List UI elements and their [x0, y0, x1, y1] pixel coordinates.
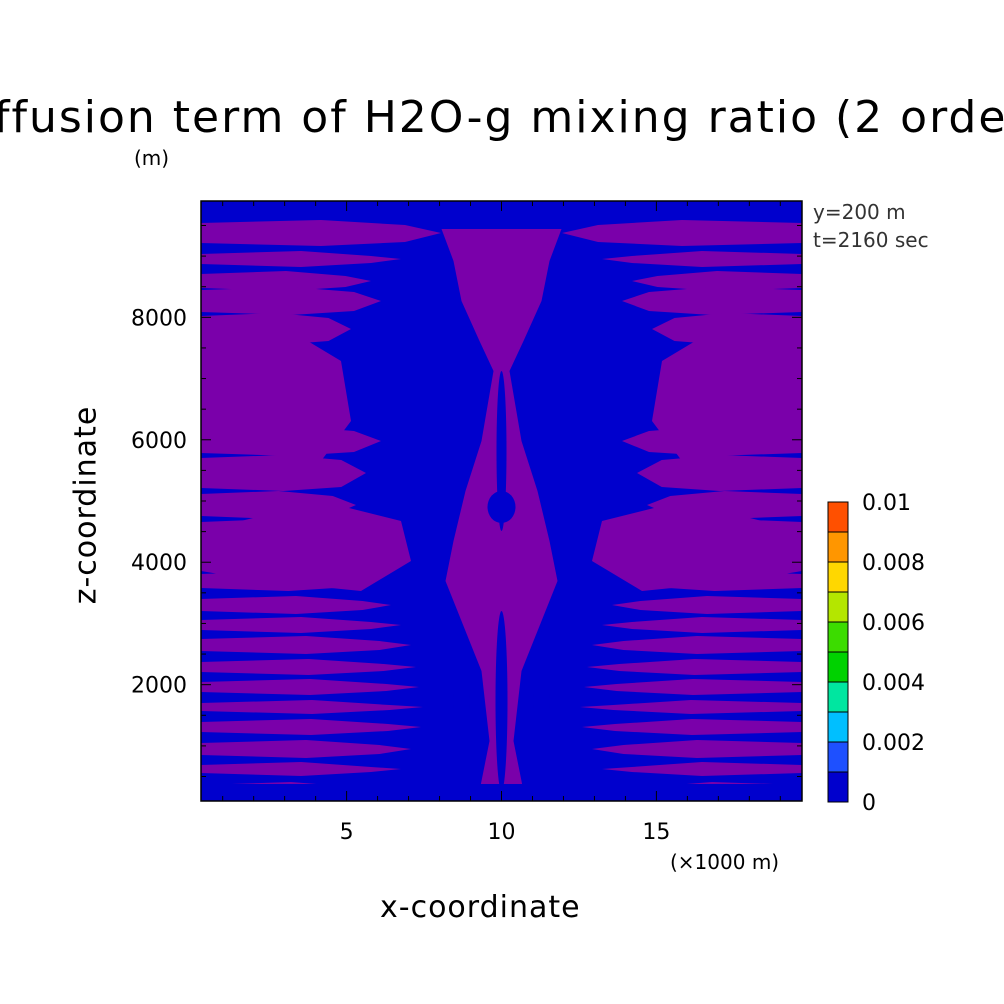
colorbar-segment	[827, 621, 849, 653]
contour-band	[562, 220, 802, 246]
x-axis-label: x-coordinate	[380, 890, 581, 925]
x-tick-label: 10	[488, 820, 516, 845]
annotation-y: y=200 m	[813, 200, 906, 224]
contour-band	[201, 740, 411, 758]
contour-band	[201, 271, 371, 291]
x-tick-label: 15	[642, 820, 670, 845]
contour-core	[495, 611, 508, 791]
contour-band	[632, 271, 802, 291]
contour-band	[201, 636, 411, 654]
contour-band	[201, 220, 441, 246]
x-tick-label: 5	[340, 820, 354, 845]
y-tick-label: 4000	[131, 551, 187, 576]
colorbar-label: 0	[862, 791, 876, 816]
colorbar-label: 0.008	[862, 551, 925, 576]
contour-band	[580, 700, 802, 714]
contour-lobe	[592, 501, 802, 591]
contour-band	[592, 740, 802, 758]
contour-band	[201, 596, 391, 614]
contour-band	[587, 659, 802, 675]
contour-band	[201, 287, 381, 315]
contour-band	[201, 455, 366, 491]
contour-core	[533, 631, 550, 771]
contour-band	[201, 659, 416, 675]
x-unit-label: (×1000 m)	[670, 850, 780, 874]
colorbar-segment	[827, 711, 849, 743]
colorbar-label: 0.004	[862, 671, 925, 696]
contour-lobe	[652, 331, 802, 461]
contour-band	[592, 636, 802, 654]
colorbar-segment	[827, 681, 849, 713]
annotation-t: t=2160 sec	[813, 228, 929, 252]
colorbar-label: 0.002	[862, 731, 925, 756]
colorbar-segment	[827, 561, 849, 593]
contour-lobe	[201, 331, 351, 461]
contour-band	[201, 251, 401, 267]
colorbar-segment	[827, 501, 849, 533]
contour-band	[584, 679, 802, 695]
colorbar-segment	[827, 741, 849, 773]
contour-band	[602, 251, 802, 267]
contour-band	[201, 617, 401, 633]
contour-band	[201, 679, 419, 695]
colorbar-segment	[827, 591, 849, 623]
colorbar-label: 0.01	[862, 491, 911, 516]
contour-band	[582, 719, 802, 735]
axes: 5 10 15 2000 4000 6000 8000	[131, 201, 802, 845]
chart-title: ffusion term of H2O-g mixing ratio (2 or…	[0, 92, 1004, 143]
contour-band	[637, 455, 802, 491]
colorbar-segment	[827, 651, 849, 683]
contour-lobe	[201, 501, 411, 591]
contour-band	[602, 762, 802, 776]
y-tick-label: 8000	[131, 306, 187, 331]
y-unit-label: (m)	[134, 146, 170, 170]
contour-band	[602, 617, 802, 633]
contour-band	[612, 596, 802, 614]
contour-band	[201, 719, 421, 735]
y-tick-label: 2000	[131, 674, 187, 699]
colorbar-segment	[827, 771, 849, 803]
contour-band	[201, 700, 423, 714]
contour-band	[622, 287, 802, 315]
y-tick-label: 6000	[131, 429, 187, 454]
contour-field	[201, 201, 802, 801]
colorbar: 0 0.002 0.004 0.006 0.008 0.01	[827, 491, 925, 816]
contour-core	[453, 631, 470, 771]
colorbar-segment	[827, 531, 849, 563]
contour-band	[201, 762, 401, 776]
colorbar-label: 0.006	[862, 611, 925, 636]
contour-core	[496, 371, 507, 531]
